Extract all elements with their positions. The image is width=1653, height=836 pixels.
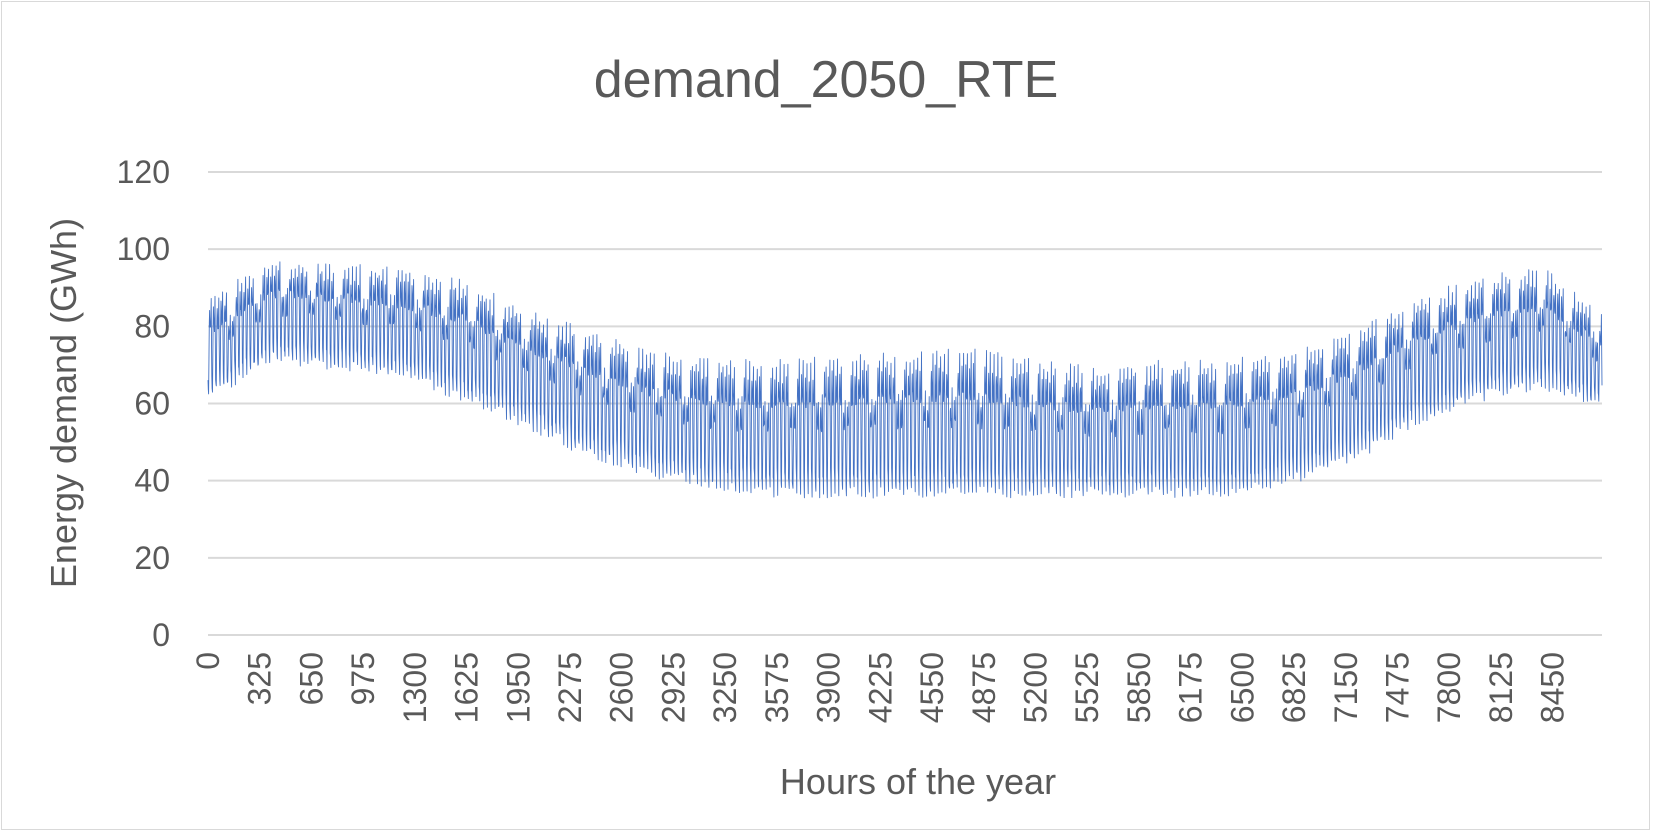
x-tick-label: 5525 <box>1069 652 1105 723</box>
x-tick-label: 0 <box>190 652 226 670</box>
y-axis-ticks: 0 20 40 60 80 100 120 <box>117 154 170 653</box>
chart-title: demand_2050_RTE <box>594 51 1059 109</box>
y-tick-label: 60 <box>134 386 170 422</box>
y-tick-label: 100 <box>117 231 170 267</box>
x-tick-label: 650 <box>293 652 329 705</box>
y-tick-label: 20 <box>134 540 170 576</box>
x-tick-label: 4875 <box>966 652 1002 723</box>
x-tick-label: 325 <box>242 652 278 705</box>
y-tick-label: 80 <box>134 308 170 344</box>
x-tick-label: 7150 <box>1328 652 1364 723</box>
x-tick-label: 4550 <box>914 652 950 723</box>
y-tick-label: 120 <box>117 154 170 190</box>
y-tick-label: 40 <box>134 463 170 499</box>
x-tick-label: 3575 <box>759 652 795 723</box>
x-tick-label: 2925 <box>655 652 691 723</box>
series-demand <box>207 261 1603 499</box>
x-tick-label: 8450 <box>1535 652 1571 723</box>
x-tick-label: 1300 <box>397 652 433 723</box>
x-tick-label: 8125 <box>1483 652 1519 723</box>
demand-series-line <box>207 261 1603 499</box>
x-tick-label: 6175 <box>1173 652 1209 723</box>
x-tick-label: 7800 <box>1431 652 1467 723</box>
x-tick-label: 6825 <box>1276 652 1312 723</box>
x-tick-label: 7475 <box>1380 652 1416 723</box>
x-axis-ticks: 0 325 650 975 1300 1625 1950 2275 2600 2925 3250 35… <box>190 652 1571 723</box>
x-tick-label: 2275 <box>552 652 588 723</box>
x-tick-label: 5200 <box>1017 652 1053 723</box>
x-tick-label: 4225 <box>862 652 898 723</box>
x-tick-label: 5850 <box>1121 652 1157 723</box>
x-tick-label: 3250 <box>707 652 743 723</box>
x-tick-label: 1950 <box>500 652 536 723</box>
y-tick-label: 0 <box>152 617 170 653</box>
x-tick-label: 2600 <box>604 652 640 723</box>
x-tick-label: 3900 <box>811 652 847 723</box>
y-axis-title: Energy demand (GWh) <box>43 218 84 588</box>
x-axis-title: Hours of the year <box>780 761 1056 802</box>
x-tick-label: 1625 <box>449 652 485 723</box>
x-tick-label: 975 <box>345 652 381 705</box>
x-tick-label: 6500 <box>1224 652 1260 723</box>
